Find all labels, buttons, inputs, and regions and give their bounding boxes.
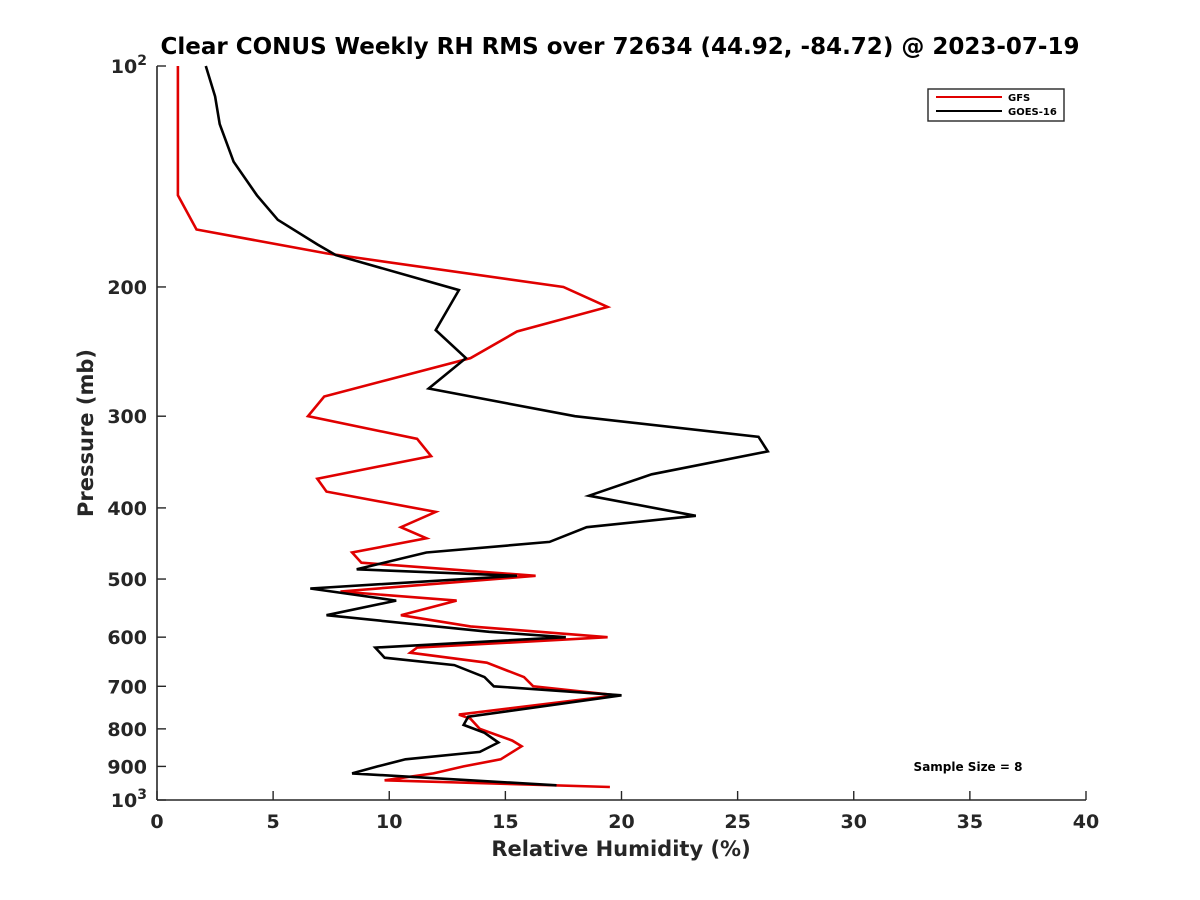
y-tick-label: 900 <box>107 756 147 778</box>
series-line-gfs <box>176 66 618 789</box>
y-axis-label: Pressure (mb) <box>74 349 98 517</box>
y-tick-label: 700 <box>107 676 147 698</box>
y-tick-label: 200 <box>107 277 147 299</box>
x-tick-label: 10 <box>376 811 402 833</box>
x-axis-label: Relative Humidity (%) <box>491 837 750 861</box>
legend-label-gfs: GFS <box>1008 93 1030 104</box>
x-tick-label: 30 <box>841 811 867 833</box>
y-tick-label: 800 <box>107 719 147 741</box>
y-tick-exponent: 2 <box>137 53 147 69</box>
y-tick-base: 10 <box>111 790 137 812</box>
legend-box <box>927 88 1065 122</box>
y-tick-label: 500 <box>107 569 147 591</box>
x-tick-label: 0 <box>150 811 163 833</box>
x-tick-label: 20 <box>608 811 634 833</box>
x-tick-label: 40 <box>1073 811 1099 833</box>
x-tick-label: 35 <box>957 811 983 833</box>
y-tick-base: 10 <box>111 56 137 78</box>
y-tick-label: 103 <box>111 787 147 812</box>
legend: GFS GOES-16 <box>927 88 1065 122</box>
axes <box>156 66 1086 801</box>
y-tick-label: 102 <box>111 53 147 78</box>
x-tick-label: 15 <box>492 811 518 833</box>
x-tick-label: 5 <box>267 811 280 833</box>
y-tick-label: 400 <box>107 498 147 520</box>
series-layer <box>176 65 770 789</box>
y-tick-exponent: 3 <box>137 787 147 803</box>
legend-label-goes16: GOES-16 <box>1008 107 1057 118</box>
chart-title: Clear CONUS Weekly RH RMS over 72634 (44… <box>161 34 1080 60</box>
y-tick-label: 600 <box>107 627 147 649</box>
sample-size-annotation: Sample Size = 8 <box>914 760 1023 774</box>
series-line-goes16 <box>204 65 770 787</box>
y-tick-label: 300 <box>107 406 147 428</box>
x-ticks: 0 5 10 15 20 25 30 35 40 <box>150 791 1099 833</box>
x-tick-label: 25 <box>724 811 750 833</box>
